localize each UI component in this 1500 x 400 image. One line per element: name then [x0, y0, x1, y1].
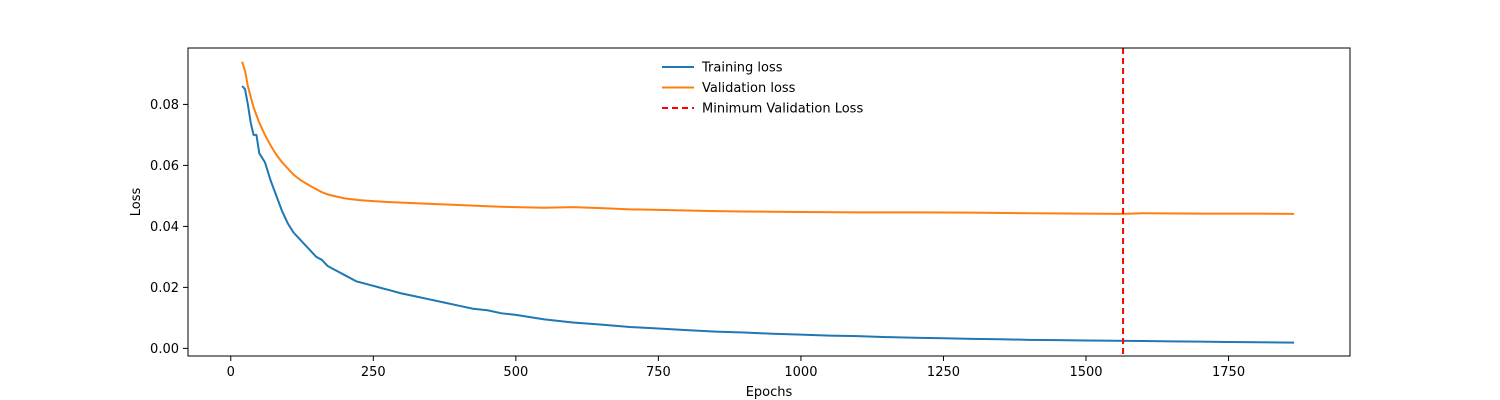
y-tick-label: 0.04: [150, 220, 179, 235]
x-axis-label: Epochs: [746, 385, 793, 400]
legend-label: Training loss: [701, 61, 783, 76]
axes-layer: 0 250 500 750 1000 1250 1500 1750 0.00 0.02 0.04 0.…: [150, 47, 1351, 380]
x-tick-label: 750: [646, 365, 671, 380]
x-tick-label: 500: [503, 365, 528, 380]
legend: Training loss Validation loss Minimum Vali…: [662, 61, 863, 117]
x-tick-label: 1250: [927, 365, 960, 380]
x-tick-label: 250: [361, 365, 386, 380]
y-tick-label: 0.00: [150, 342, 179, 357]
x-tick-label: 1000: [784, 365, 817, 380]
y-tick-label: 0.02: [150, 281, 179, 296]
x-tick-label: 0: [227, 365, 235, 380]
legend-label: Minimum Validation Loss: [702, 102, 863, 117]
legend-label: Validation loss: [702, 81, 796, 96]
validation-loss-line: [241, 61, 1295, 215]
series-layer: [241, 48, 1295, 356]
x-tick-label: 1500: [1069, 365, 1102, 380]
x-tick-label: 1750: [1212, 365, 1245, 380]
y-tick-label: 0.08: [150, 98, 179, 113]
plot-frame: [187, 47, 1351, 357]
training-loss-line: [241, 85, 1295, 344]
y-axis-label: Loss: [129, 188, 144, 217]
y-tick-label: 0.06: [150, 159, 179, 174]
